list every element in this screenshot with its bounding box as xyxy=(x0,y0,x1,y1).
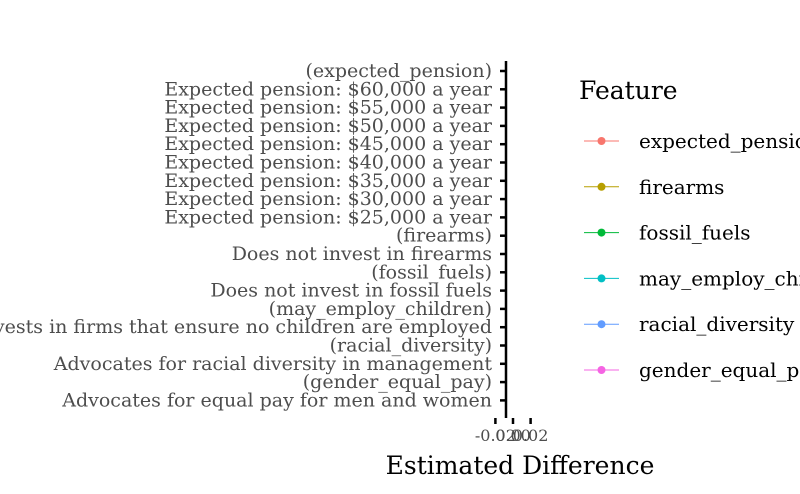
y-tick-label: Expected pension: $25,000 a year xyxy=(164,206,493,228)
legend-key-point xyxy=(597,137,606,145)
legend-key-point xyxy=(597,320,606,329)
y-tick-label: Expected pension: $55,000 a year xyxy=(164,97,493,119)
y-tick-label: Advocates for equal pay for men and wome… xyxy=(61,389,492,411)
legend-entry-label: racial_diversity xyxy=(639,312,795,336)
x-tick-label: -0.02 xyxy=(475,426,516,445)
y-tick-label: (firearms) xyxy=(396,225,492,247)
legend-entry-label: expected_pension xyxy=(639,129,800,153)
y-tick-label: Does not invest in fossil fuels xyxy=(210,280,492,302)
y-tick-label: (gender_equal_pay) xyxy=(303,371,492,393)
y-tick-label: Invests in firms that ensure no children… xyxy=(0,316,492,338)
y-tick-label: Expected pension: $50,000 a year xyxy=(164,115,493,137)
legend-entry-label: gender_equal_pay xyxy=(639,358,800,382)
x-tick-label: 0.02 xyxy=(513,426,549,445)
y-tick-label: (may_employ_children) xyxy=(269,298,492,320)
legend-entry-label: firearms xyxy=(639,175,724,199)
y-tick-label: Expected pension: $35,000 a year xyxy=(164,170,493,192)
legend-key-point xyxy=(597,274,606,283)
y-tick-label: Expected pension: $60,000 a year xyxy=(164,78,493,100)
legend-key-point xyxy=(597,182,606,191)
legend-key-point xyxy=(597,366,606,374)
legend-entry-label: fossil_fuels xyxy=(639,221,751,245)
y-tick-label: Expected pension: $40,000 a year xyxy=(164,152,493,174)
y-tick-label: Does not invest in firearms xyxy=(232,243,492,265)
plot-area: (expected_pension)Expected pension: $60,… xyxy=(0,60,654,480)
y-tick-label: (fossil_fuels) xyxy=(371,261,492,283)
y-tick-label: (racial_diversity) xyxy=(330,335,492,357)
x-tick-label: 0.00 xyxy=(495,426,531,445)
y-tick-label: Advocates for racial diversity in manage… xyxy=(53,353,493,375)
x-axis-title: Estimated Difference xyxy=(386,451,655,480)
y-tick-label: Expected pension: $30,000 a year xyxy=(164,188,493,210)
legend-title: Feature xyxy=(579,76,678,105)
y-tick-label: Expected pension: $45,000 a year xyxy=(164,133,493,155)
legend: Feature expected_pension firearms fossil_fu… xyxy=(579,76,800,382)
legend-entry-label: may_employ_children xyxy=(639,266,800,290)
legend-key-point xyxy=(597,228,606,237)
y-tick-label: (expected_pension) xyxy=(305,60,492,82)
